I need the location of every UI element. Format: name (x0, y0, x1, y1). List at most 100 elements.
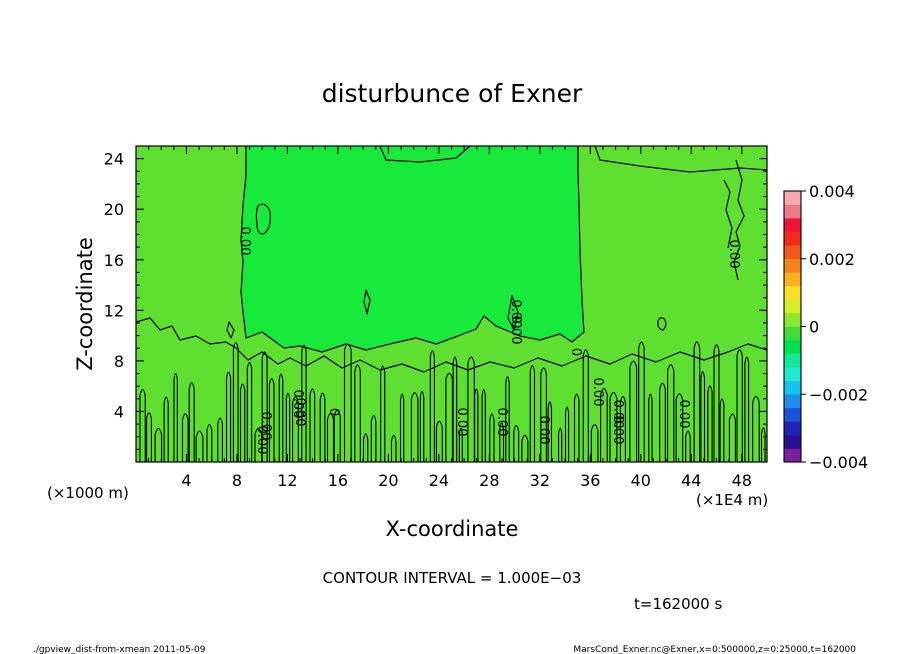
contour-strip (399, 393, 405, 462)
contour-line (723, 179, 733, 249)
contour-label: 0.00 (290, 390, 305, 419)
contour-strip (146, 412, 152, 462)
colorbar-segment (784, 285, 801, 300)
contour-line (733, 159, 745, 281)
contour-strip (285, 392, 291, 462)
x-tick-label: 12 (277, 471, 297, 490)
contour-line (594, 146, 767, 173)
x-unit-left: (×1000 m) (47, 484, 129, 502)
contour-strip (362, 433, 369, 462)
colorbar-segment (784, 204, 801, 219)
contour-label: 0.00 (610, 400, 625, 429)
colorbar-segment (784, 272, 801, 287)
contour-strip (489, 413, 495, 462)
x-unit-right: (×1E4 m) (696, 491, 768, 509)
colorbar-tick-label: −0.002 (809, 385, 868, 404)
contour-strip (505, 376, 510, 462)
x-tick-label: 44 (681, 471, 701, 490)
contour-label: 0.00 (508, 300, 523, 329)
chart-title: disturbunce of Exner (322, 79, 583, 108)
contour-strip (206, 423, 213, 462)
contour-strip (667, 364, 675, 462)
contour-label: 0.00 (254, 426, 269, 455)
x-tick-label: 8 (232, 471, 242, 490)
contour-strip (600, 388, 608, 462)
colorbar-segment (784, 448, 801, 463)
y-axis-label: Z-coordinate (73, 237, 97, 371)
y-tick-label: 4 (114, 402, 124, 421)
contour-labels: 0.000.000.00 000.000.000.00 0.00 0.000.000.… (237, 227, 741, 455)
contour-strip (513, 425, 520, 462)
contour-strip (319, 392, 326, 462)
plot-area: 0.000.000.00 000.000.000.00 0.00 0.000.000.… (136, 146, 767, 462)
contour-strip (452, 356, 458, 462)
colorbar-tick-label: −0.004 (809, 453, 868, 472)
colorbar-tick-label: 0.004 (809, 182, 855, 201)
contour-strip (693, 341, 701, 462)
contour-line (363, 289, 371, 315)
contour-strip (629, 360, 638, 462)
contour-strip (685, 430, 691, 462)
contour-strip (481, 389, 486, 462)
contour-strip (239, 383, 246, 462)
contour-strip (638, 341, 645, 462)
contour-strip (700, 371, 706, 462)
contour-strip (558, 427, 563, 462)
footer-right: MarsCond_Exner.nc@Exner,x=0:500000,z=0:2… (573, 645, 856, 654)
contour-label: 0.00 (726, 240, 741, 269)
colorbar-segment (784, 367, 801, 381)
colorbar (784, 191, 801, 463)
contour-strip (410, 392, 419, 462)
contour-strip (675, 393, 684, 462)
contour-strip (648, 393, 653, 462)
contour-strip (343, 343, 352, 462)
colorbar-segment (784, 434, 801, 449)
footer-left: ./gpview_dist-from-xmean 2011-05-09 (33, 645, 206, 654)
y-axis: 4 8 12 16 20 24 (104, 150, 767, 450)
x-tick-label: 16 (328, 471, 348, 490)
contour-strip (582, 349, 589, 462)
contour-strip (467, 356, 475, 462)
colorbar-tick-label: 0 (809, 318, 819, 337)
colorbar-segment (784, 299, 801, 314)
y-tick-label: 8 (114, 352, 124, 371)
x-tick-label: 48 (732, 471, 752, 490)
contour-strip (736, 349, 743, 462)
contour-strip (278, 373, 284, 462)
contour-strip (573, 393, 580, 462)
y-tick-label: 16 (104, 251, 124, 270)
contour-strip (390, 434, 397, 462)
contour-line (255, 203, 271, 235)
contour-strip (154, 427, 163, 462)
central-region (241, 146, 584, 352)
contour-strip (540, 367, 547, 462)
contour-strip (499, 422, 505, 462)
x-tick-label: 4 (181, 471, 191, 490)
x-tick-label: 24 (429, 471, 449, 490)
contour-line (657, 317, 667, 331)
contour-strip (458, 427, 463, 462)
contour-strip (181, 413, 189, 462)
contour-strip (521, 434, 529, 462)
contour-strip (744, 356, 750, 462)
contour-strips (139, 341, 766, 462)
colorbar-tick-label: 0.002 (809, 250, 855, 269)
contour-strip (163, 396, 169, 462)
y-tick-label: 12 (104, 301, 124, 320)
contour-strip (326, 412, 335, 462)
colorbar-segment (784, 340, 801, 354)
contour-strip (752, 395, 760, 462)
contour-strip (370, 415, 377, 462)
colorbar-segment (784, 231, 801, 246)
contour-strip (429, 350, 435, 462)
contour-label: 0.00 (508, 316, 523, 345)
contour-strip (609, 391, 618, 462)
contour-label: 0.00 (676, 400, 691, 429)
y-tick-label: 20 (104, 200, 124, 219)
contour-strip (719, 398, 725, 462)
contour-line (136, 317, 767, 373)
contour-strip (529, 365, 536, 462)
colorbar-segment (784, 421, 801, 436)
contour-strip (217, 417, 223, 462)
contour-strip (195, 430, 204, 462)
